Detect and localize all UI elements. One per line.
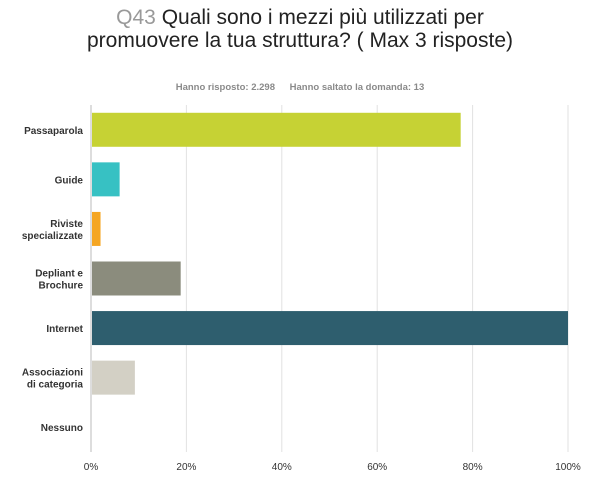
category-label: Riviste: [50, 219, 83, 230]
x-tick-labels: 0% 20% 40% 60% 80% 100%: [84, 462, 581, 473]
response-stats: Hanno risposto: 2.298 Hanno saltato la d…: [0, 82, 600, 93]
category-label: Depliant e: [35, 269, 83, 280]
category-label: Associazioni: [22, 368, 83, 379]
question-text: Quali sono i mezzi più utilizzati per pr…: [86, 6, 513, 52]
x-tick-label: 100%: [555, 462, 581, 473]
bar: [92, 261, 181, 296]
bars: [92, 112, 568, 395]
gridlines: [90, 105, 569, 452]
category-label: specializzate: [22, 231, 84, 242]
category-label: Brochure: [39, 281, 84, 292]
bar: [92, 162, 120, 197]
x-tick-label: 0%: [84, 462, 99, 473]
bar: [92, 211, 101, 246]
category-label: Internet: [46, 324, 83, 335]
chart-title: Q43 Quali sono i mezzi più utilizzati pe…: [60, 6, 540, 52]
x-tick-label: 20%: [176, 462, 196, 473]
x-tick-label: 80%: [463, 462, 483, 473]
category-label: Nessuno: [41, 423, 83, 434]
bar: [92, 112, 461, 147]
category-label: Passaparola: [24, 126, 83, 137]
skipped-count: Hanno saltato la domanda: 13: [289, 82, 425, 93]
answered-count: Hanno risposto: 2.298: [175, 82, 275, 93]
bar: [92, 311, 568, 346]
question-number: Q43: [116, 6, 156, 29]
bar: [92, 360, 135, 395]
category-label: di categoria: [27, 380, 84, 391]
x-tick-label: 40%: [272, 462, 292, 473]
x-tick-label: 60%: [367, 462, 387, 473]
category-label: Guide: [55, 175, 84, 186]
